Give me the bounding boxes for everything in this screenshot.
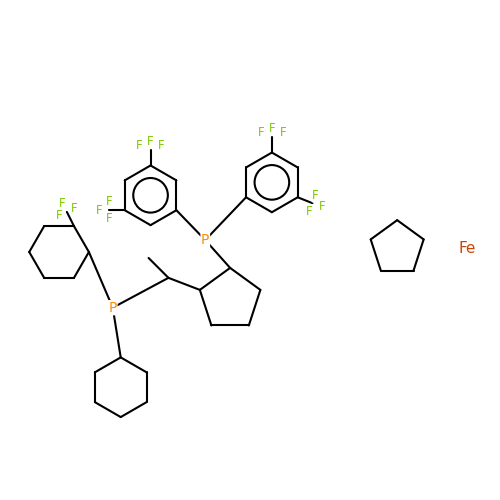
Text: F: F	[106, 212, 112, 225]
Text: F: F	[96, 204, 102, 216]
Text: Fe: Fe	[458, 240, 475, 256]
Text: F: F	[280, 126, 286, 139]
Text: F: F	[56, 209, 62, 222]
Text: F: F	[147, 135, 154, 148]
Text: P: P	[108, 300, 117, 314]
Text: F: F	[258, 126, 264, 139]
Text: F: F	[318, 200, 325, 213]
Text: F: F	[306, 204, 312, 218]
Text: F: F	[268, 122, 275, 135]
Text: F: F	[71, 202, 78, 214]
Text: F: F	[106, 196, 112, 208]
Text: F: F	[59, 196, 66, 209]
Text: F: F	[136, 139, 143, 152]
Text: F: F	[312, 189, 319, 202]
Text: F: F	[158, 139, 165, 152]
Text: P: P	[201, 233, 209, 247]
